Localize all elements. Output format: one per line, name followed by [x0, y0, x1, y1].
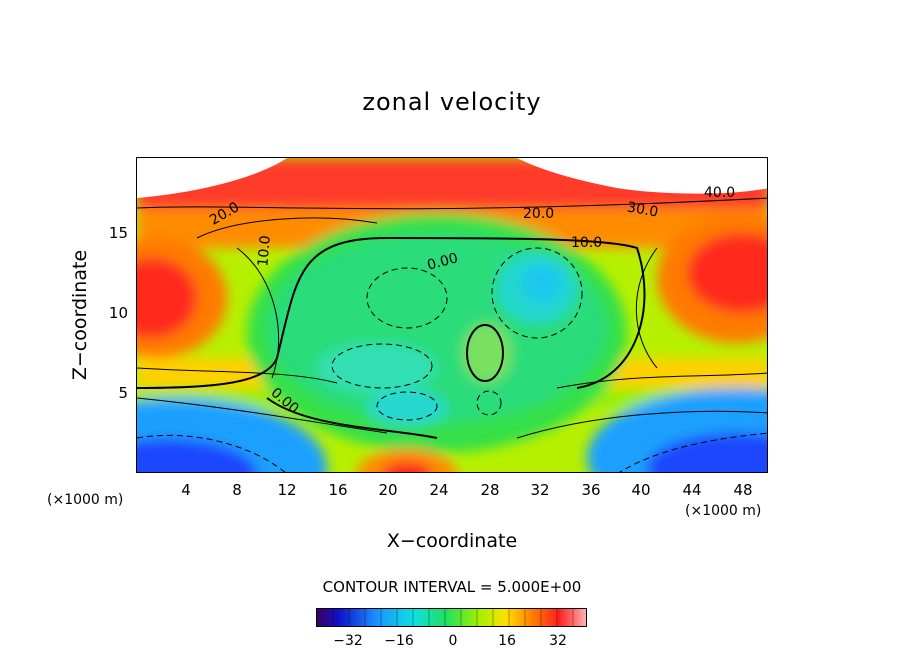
x-unit-label: (×1000 m)	[685, 503, 762, 519]
colorbar	[316, 608, 587, 627]
x-tick-label: 32	[530, 481, 550, 499]
contour-label: 10.0	[571, 235, 603, 251]
x-tick-label: 12	[277, 481, 297, 499]
colorbar-tick-label: −16	[384, 633, 414, 649]
plot-area: 20.0 10.0 0.00 0.00 20.0 30.0 10.0 40.0	[136, 157, 768, 473]
y-tick-label: 15	[108, 224, 128, 242]
x-tick-label: 8	[232, 481, 242, 499]
x-tick-label: 24	[429, 481, 449, 499]
contour-label: 20.0	[523, 206, 555, 222]
contour-field	[137, 158, 767, 472]
y-tick-label: 10	[108, 304, 128, 322]
x-tick-label: 36	[581, 481, 601, 499]
colorbar-gradient	[317, 609, 586, 626]
x-tick-label: 16	[328, 481, 348, 499]
colorbar-tick-label: −32	[333, 633, 363, 649]
contour-label: 40.0	[704, 185, 736, 201]
colorbar-tick-label: 32	[549, 633, 567, 649]
x-tick-label: 40	[631, 481, 651, 499]
contour-label: 10.0	[255, 234, 274, 268]
contour-interval-text: CONTOUR INTERVAL = 5.000E+00	[322, 578, 582, 596]
y-axis-label: Z−coordinate	[69, 249, 91, 381]
chart-title: zonal velocity	[362, 88, 542, 116]
x-tick-label: 44	[682, 481, 702, 499]
x-tick-label: 20	[378, 481, 398, 499]
x-tick-label: 48	[733, 481, 753, 499]
colorbar-tick-label: 16	[498, 633, 516, 649]
y-tick-label: 5	[118, 384, 128, 402]
x-axis-label: X−coordinate	[386, 530, 518, 552]
colorbar-tick-label: 0	[448, 633, 458, 649]
x-tick-label: 4	[181, 481, 191, 499]
x-tick-label: 28	[480, 481, 500, 499]
y-unit-label: (×1000 m)	[47, 492, 124, 508]
